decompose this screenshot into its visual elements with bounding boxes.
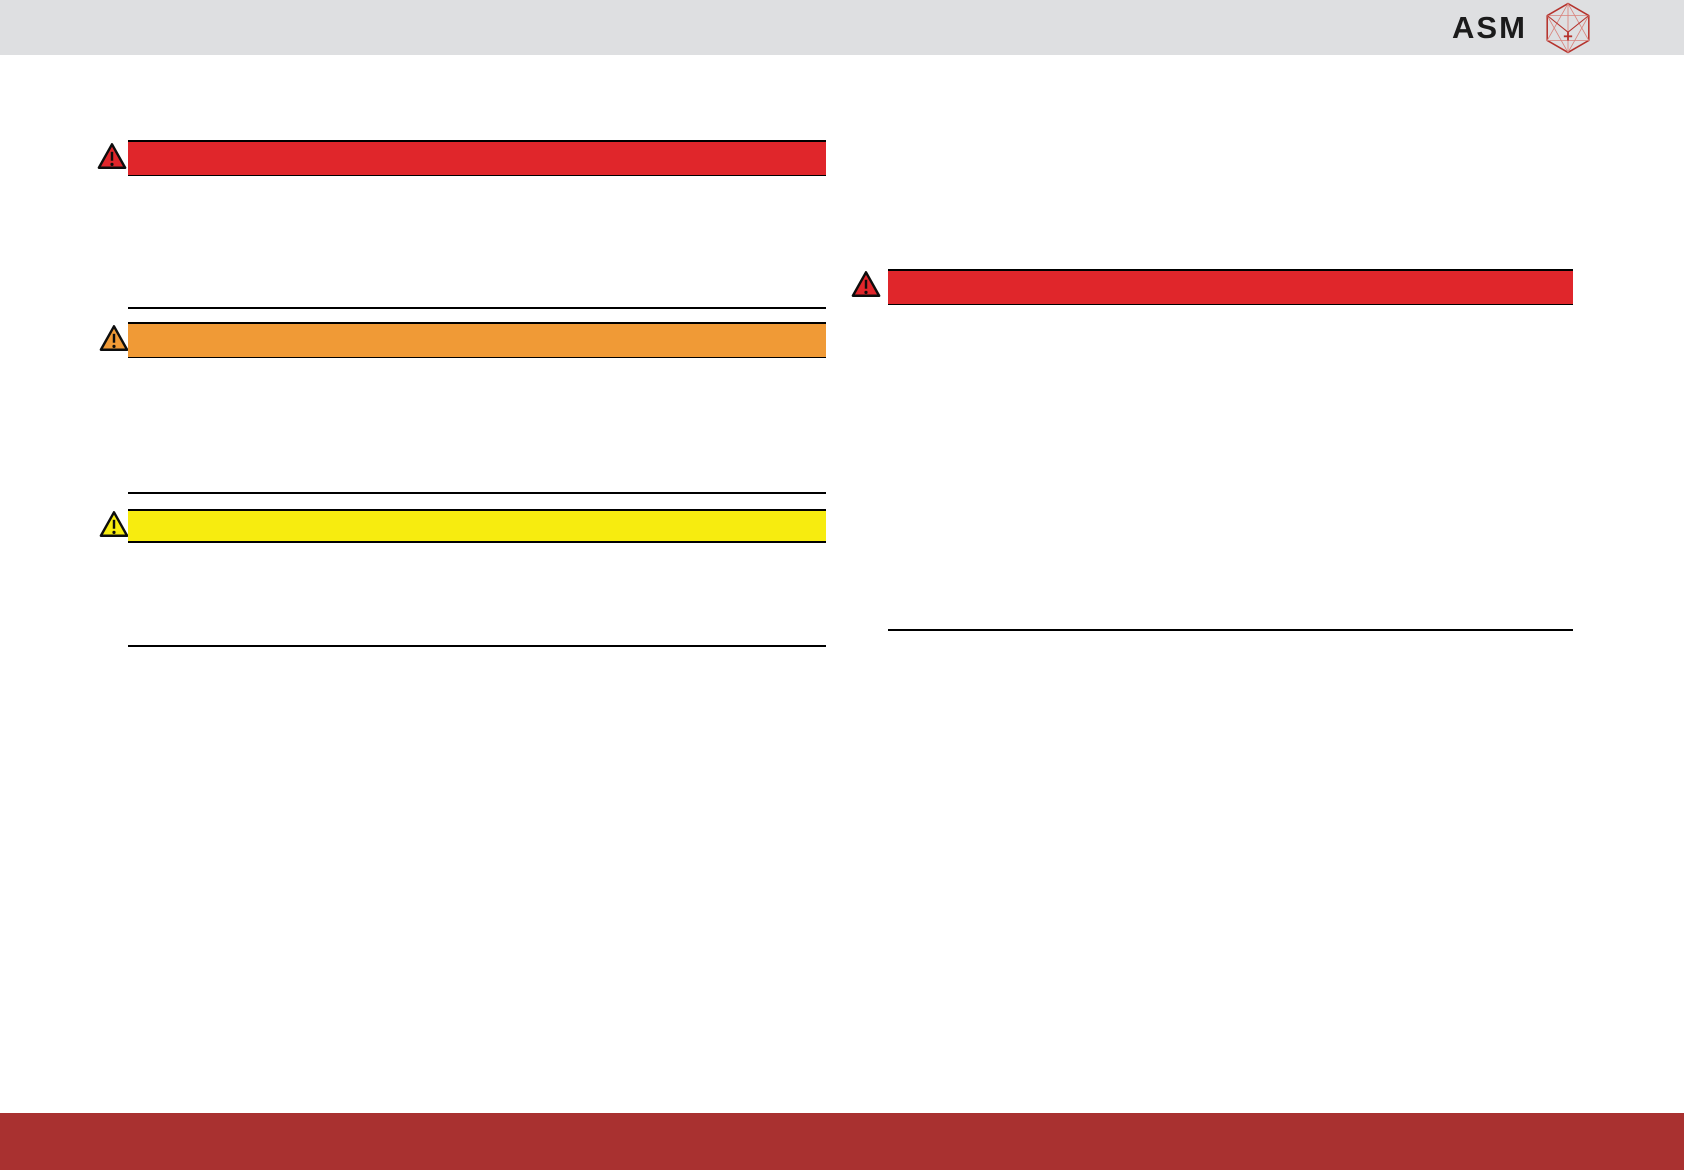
warning-triangle-icon xyxy=(99,325,129,351)
caution-triangle-icon xyxy=(99,511,129,537)
danger-triangle-icon xyxy=(97,143,127,169)
danger-banner-right xyxy=(888,269,1573,305)
warning-banner-left xyxy=(128,322,826,358)
caution-banner-left xyxy=(128,509,826,543)
danger-triangle-icon xyxy=(851,271,881,297)
section-divider xyxy=(888,629,1573,631)
asm-polyhedron-logo-icon xyxy=(1546,2,1590,53)
section-divider xyxy=(128,307,826,309)
footer-bar xyxy=(0,1113,1684,1170)
asm-logo: ASM xyxy=(1452,0,1594,55)
danger-banner-left xyxy=(128,140,826,176)
asm-logo-text: ASM xyxy=(1452,10,1527,45)
section-divider xyxy=(128,645,826,647)
section-divider xyxy=(128,492,826,494)
header-bar: ASM xyxy=(0,0,1684,55)
